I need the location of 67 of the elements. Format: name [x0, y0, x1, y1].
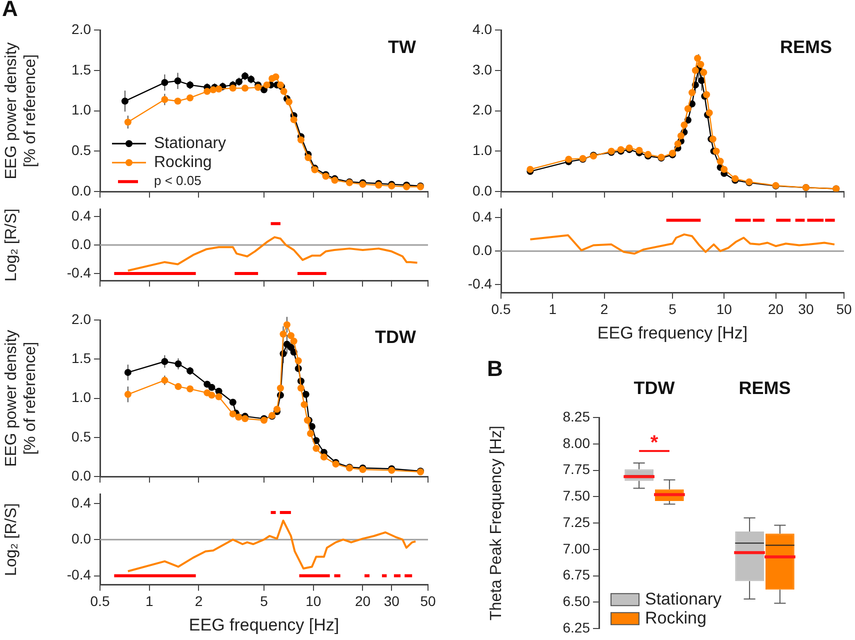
- x-tick-label: 10: [716, 301, 732, 318]
- x-tick-label: 2: [194, 593, 203, 610]
- y-tick-label: 7.25: [562, 514, 590, 530]
- y-tick-label: 6.75: [562, 566, 590, 583]
- legend-label: Stationary: [154, 135, 226, 152]
- y-tick-label: 0.4: [72, 494, 92, 510]
- y-tick-label: 2.0: [72, 310, 92, 327]
- y-axis-title: EEG power density [% of reference]: [3, 330, 40, 467]
- legend-label: Rocking: [645, 608, 706, 628]
- y-tick-label: 0.0: [72, 236, 92, 252]
- y-tick-label: 6.25: [562, 619, 590, 636]
- x-tick-label: 0.5: [90, 593, 110, 610]
- x-tick-label: 10: [306, 593, 322, 610]
- legend-label: Rocking: [154, 154, 212, 172]
- y-tick-label: 2.0: [72, 20, 92, 37]
- y-tick-label: 0.0: [472, 182, 492, 198]
- y-tick-label: 0.0: [72, 467, 92, 484]
- y-tick-label: -0.4: [468, 275, 492, 292]
- x-axis-title: EEG frequency [Hz]: [188, 615, 340, 634]
- x-tick-label: 30: [798, 301, 814, 318]
- y-axis-title: Log₂ [R/S]: [3, 503, 20, 576]
- x-tick-label: 5: [260, 593, 268, 610]
- y-tick-label: 4.0: [472, 20, 492, 37]
- y-tick-label: 1.5: [72, 350, 92, 366]
- legend-label: Stationary: [645, 589, 722, 608]
- x-tick-label: 5: [668, 301, 677, 318]
- x-tick-label: 0.5: [491, 301, 511, 318]
- y-tick-label: 7.50: [562, 488, 590, 504]
- y-tick-label: 8.25: [562, 408, 590, 424]
- x-tick-label: 2: [600, 301, 608, 318]
- y-tick-label: 1.0: [72, 102, 92, 118]
- x-axis-title: EEG frequency [Hz]: [597, 323, 748, 342]
- y-tick-label: 7.00: [562, 540, 590, 556]
- y-tick-label: 1.0: [472, 142, 492, 158]
- y-tick-label: 2.0: [472, 102, 492, 118]
- x-tick-label: 20: [768, 301, 784, 318]
- chart-title: TW: [388, 36, 416, 57]
- y-tick-label: 3.0: [472, 61, 492, 78]
- y-tick-label: 0.4: [472, 208, 492, 225]
- text: A: [2, 0, 18, 22]
- chart-title: TDW: [375, 326, 416, 347]
- x-tick-label: 50: [836, 301, 852, 318]
- text: p < 0.05: [154, 173, 202, 188]
- y-tick-label: 8.00: [562, 434, 590, 451]
- text: B: [487, 356, 503, 382]
- annotation: *: [650, 432, 658, 454]
- y-tick-label: 1.5: [72, 61, 92, 78]
- x-tick-label: 50: [420, 593, 436, 610]
- y-tick-label: 0.0: [472, 242, 492, 258]
- y-tick-label: 0.0: [72, 182, 92, 198]
- y-axis-title: Theta Peak Frequency [Hz]: [488, 426, 506, 620]
- y-axis-title: Log₂ [R/S]: [3, 208, 20, 282]
- y-tick-label: 7.75: [562, 461, 590, 478]
- x-tick-label: 30: [384, 593, 400, 610]
- y-tick-label: 0.5: [72, 428, 92, 444]
- y-tick-label: 1.0: [72, 389, 92, 406]
- x-tick-label: 1: [548, 301, 557, 318]
- y-tick-label: -0.4: [66, 566, 92, 583]
- y-tick-label: 0.4: [72, 207, 92, 224]
- y-tick-label: -0.4: [66, 264, 92, 280]
- y-axis-title: EEG power density [% of reference]: [3, 42, 40, 180]
- x-tick-label: 20: [354, 593, 371, 610]
- y-tick-label: 6.50: [562, 593, 590, 610]
- x-tick-label: 1: [145, 593, 154, 610]
- chart-title: REMS: [780, 36, 832, 57]
- y-tick-label: 0.0: [72, 530, 92, 546]
- y-tick-label: 0.5: [72, 142, 92, 158]
